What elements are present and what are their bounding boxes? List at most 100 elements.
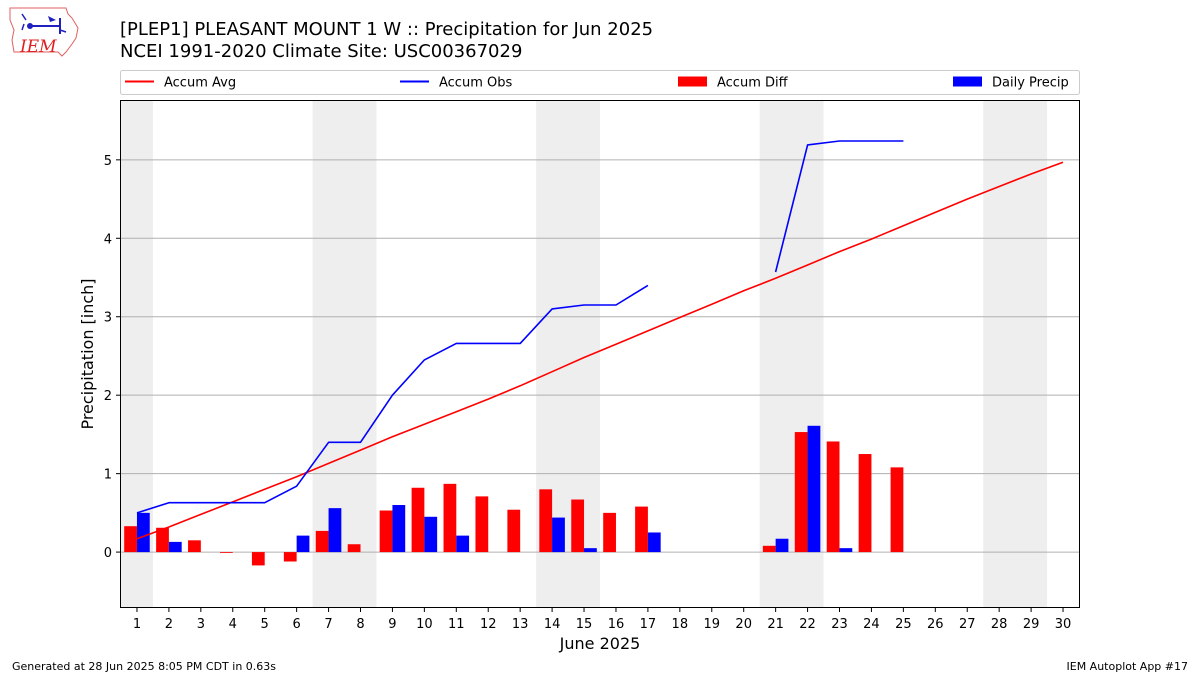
accum-diff-bar — [826, 441, 840, 553]
x-tick-label: 23 — [831, 617, 848, 632]
legend-label: Accum Obs — [439, 76, 512, 91]
x-tick-label: 28 — [991, 617, 1008, 632]
accum-avg-line — [136, 161, 1064, 540]
accum-diff-bar — [475, 496, 489, 553]
y-axis: 0 1 2 3 4 5 — [104, 154, 121, 561]
daily-precip-bar — [839, 548, 853, 553]
x-tick-label: 3 — [197, 617, 205, 632]
legend-frame — [120, 70, 1080, 95]
accum-diff-bar — [858, 454, 872, 553]
legend-swatch-bar — [953, 76, 982, 87]
y-tick-label: 2 — [104, 389, 112, 404]
legend-item: Accum Obs — [400, 76, 512, 91]
x-tick-label: 22 — [799, 617, 816, 632]
iem-logo: IEM — [9, 7, 79, 57]
accum-diff-bar — [188, 540, 201, 553]
x-tick-label: 13 — [512, 617, 529, 632]
x-tick-label: 26 — [927, 617, 944, 632]
x-tick-label: 24 — [863, 617, 880, 632]
x-tick-label: 29 — [1023, 617, 1040, 632]
accum-obs-line — [774, 140, 904, 273]
accum-diff-bar — [156, 527, 169, 553]
plot-frame — [120, 100, 1080, 608]
daily-precip-bar — [168, 541, 182, 553]
daily-precip-bar — [328, 508, 342, 553]
weekend-shading — [121, 101, 1048, 607]
x-tick-label: 14 — [544, 617, 561, 632]
weekend-shade-band — [312, 101, 377, 607]
x-tick-label: 7 — [324, 617, 332, 632]
x-tick-label: 6 — [292, 617, 300, 632]
accum-diff-bar — [315, 530, 329, 553]
x-tick-label: 19 — [703, 617, 720, 632]
daily-precip-bar — [775, 538, 789, 553]
x-tick-label: 11 — [448, 617, 465, 632]
x-tick-label: 1 — [133, 617, 141, 632]
accum-diff-bar — [251, 552, 265, 566]
x-tick-label: 27 — [959, 617, 976, 632]
accum-diff-bar — [603, 512, 616, 553]
legend-label: Accum Avg — [164, 76, 236, 91]
daily-precip-bar — [552, 517, 565, 553]
accum-diff-bar — [283, 552, 297, 562]
y-axis-label: Precipitation [inch] — [78, 278, 97, 429]
legend-item: Accum Diff — [678, 76, 789, 91]
accum-diff-bar — [635, 506, 648, 553]
accum-diff-bar — [571, 499, 585, 553]
y-tick-label: 3 — [104, 311, 112, 326]
y-tick-label: 0 — [104, 546, 112, 561]
accum-diff-bar — [219, 552, 233, 553]
accum-diff-bar — [347, 544, 361, 553]
legend-swatch-bar — [678, 76, 707, 87]
x-tick-label: 15 — [576, 617, 593, 632]
y-tick-label: 4 — [104, 232, 112, 247]
accum-diff-bar — [890, 467, 904, 553]
weekend-shade-band — [983, 101, 1048, 607]
legend-label: Daily Precip — [992, 76, 1069, 91]
daily-precip-bar — [584, 548, 597, 553]
lines — [136, 140, 1064, 540]
x-tick-label: 5 — [261, 617, 269, 632]
x-tick-label: 8 — [356, 617, 364, 632]
accum-diff-bar — [762, 545, 776, 553]
accum-diff-bar — [794, 432, 808, 553]
y-tick-label: 1 — [104, 468, 112, 483]
x-tick-label: 25 — [895, 617, 912, 632]
x-tick-label: 30 — [1055, 617, 1072, 632]
legend-item: Accum Avg — [125, 76, 236, 91]
x-tick-label: 21 — [767, 617, 784, 632]
gridlines — [121, 159, 1079, 553]
accum-diff-bar — [411, 487, 425, 553]
x-tick-label: 9 — [388, 617, 396, 632]
accum-diff-bar — [124, 526, 137, 553]
daily-precip-bar — [456, 535, 470, 553]
daily-precip-bar — [296, 535, 310, 553]
legend-label: Accum Diff — [717, 76, 789, 91]
daily-precip-bar — [424, 516, 438, 553]
x-axis: 1 2 3 4 5 6 7 8 9 10 11 12 13 14 15 16 17 18 19 20 21 22 23 24 2… — [133, 607, 1071, 632]
accum-diff-bar — [379, 510, 393, 553]
app-credit: IEM Autoplot App #17 — [1067, 660, 1189, 673]
x-tick-label: 2 — [165, 617, 173, 632]
logo-text: IEM — [19, 37, 57, 57]
x-tick-label: 20 — [735, 617, 752, 632]
x-axis-label: June 2025 — [559, 634, 641, 653]
accum-obs-line — [136, 284, 649, 514]
chart-title: [PLEP1] PLEASANT MOUNT 1 W :: Precipitat… — [120, 19, 653, 40]
y-tick-label: 5 — [104, 154, 112, 169]
daily-precip-bar — [807, 425, 821, 553]
x-tick-label: 4 — [229, 617, 237, 632]
x-tick-label: 10 — [416, 617, 433, 632]
generated-timestamp: Generated at 28 Jun 2025 8:05 PM CDT in … — [12, 660, 276, 673]
weather-station-icon — [21, 13, 67, 34]
x-tick-label: 18 — [672, 617, 689, 632]
bars — [124, 425, 904, 566]
daily-precip-bar — [392, 505, 406, 553]
accum-diff-bar — [539, 489, 553, 553]
legend-item: Daily Precip — [953, 76, 1069, 91]
legend: Accum Avg Accum Obs Accum Diff Daily Precip — [120, 70, 1080, 95]
chart-subtitle: NCEI 1991-2020 Climate Site: USC00367029 — [120, 41, 522, 62]
plot-area — [120, 100, 1080, 608]
accum-diff-bar — [443, 483, 457, 553]
